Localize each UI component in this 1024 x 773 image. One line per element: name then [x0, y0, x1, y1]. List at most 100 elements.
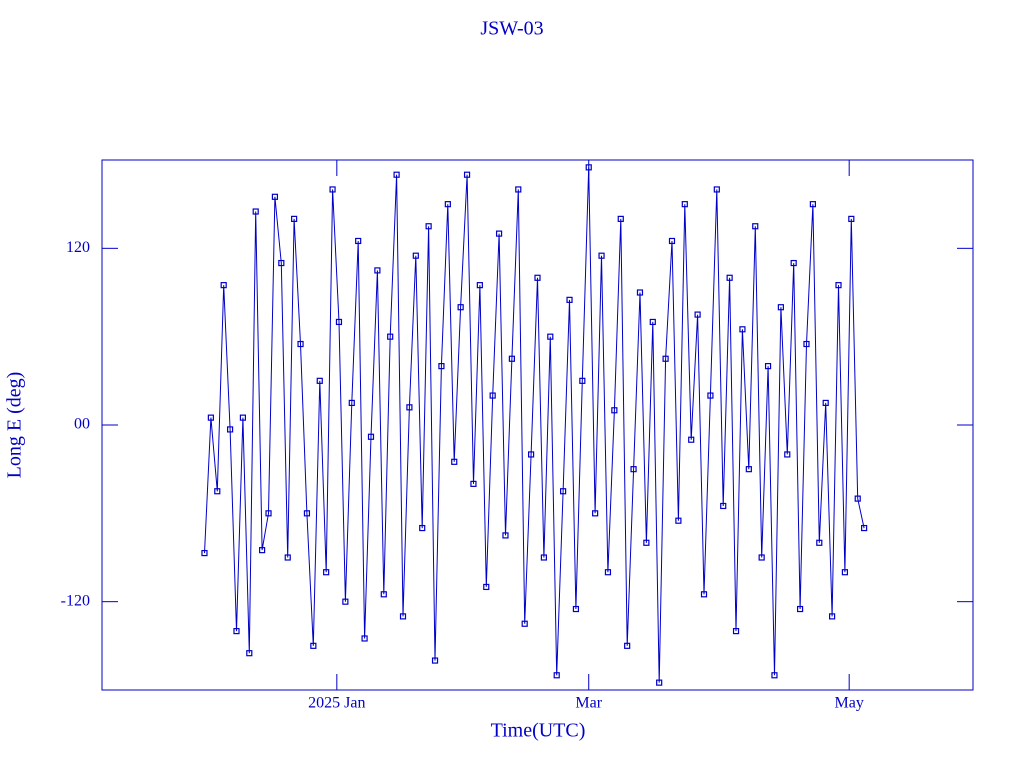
- point: [777, 304, 784, 311]
- point: [784, 451, 791, 458]
- point: [745, 466, 752, 473]
- point: [668, 237, 676, 245]
- point: [771, 672, 778, 679]
- point: [374, 267, 381, 274]
- point: [226, 426, 234, 433]
- point: [463, 171, 471, 178]
- point: [406, 404, 413, 411]
- point: [431, 657, 439, 664]
- point: [592, 510, 599, 517]
- point: [848, 215, 855, 222]
- point: [566, 296, 573, 303]
- point: [239, 414, 246, 421]
- point: [297, 340, 304, 348]
- point: [233, 628, 240, 635]
- point: [585, 164, 592, 171]
- point: [355, 237, 362, 245]
- point: [643, 539, 650, 546]
- point: [816, 539, 823, 546]
- point: [572, 605, 580, 613]
- point: [841, 569, 849, 576]
- point: [534, 274, 541, 281]
- point: [553, 672, 560, 679]
- point: [854, 495, 861, 502]
- point: [560, 488, 567, 495]
- point: [624, 642, 631, 649]
- point: [547, 333, 554, 340]
- point: [335, 318, 343, 326]
- x-tick-label: May: [835, 695, 864, 712]
- point: [444, 201, 451, 208]
- point: [207, 414, 214, 421]
- point: [220, 282, 227, 289]
- point: [726, 274, 733, 281]
- point: [656, 679, 663, 686]
- point: [861, 524, 868, 532]
- point: [790, 259, 797, 267]
- point: [489, 392, 496, 399]
- point: [278, 259, 285, 267]
- point: [419, 524, 426, 532]
- point: [508, 355, 515, 362]
- point: [470, 480, 477, 487]
- point: [246, 650, 253, 657]
- plot-frame: [101, 159, 974, 691]
- point: [579, 377, 586, 384]
- point: [636, 289, 644, 296]
- point: [291, 215, 298, 222]
- point: [707, 392, 714, 399]
- point: [438, 363, 445, 370]
- y-tick-label: 00: [74, 416, 90, 433]
- point: [271, 193, 279, 200]
- point: [380, 591, 387, 598]
- plot-area: [201, 164, 868, 686]
- point: [822, 399, 829, 407]
- chart-title: JSW-03: [480, 18, 543, 40]
- point: [688, 436, 695, 443]
- point: [598, 252, 605, 259]
- point: [412, 252, 419, 259]
- y-axis-label: Long E (deg): [4, 372, 26, 479]
- point: [387, 333, 394, 340]
- point: [310, 642, 317, 649]
- point: [476, 282, 483, 289]
- point: [201, 549, 208, 557]
- point: [265, 510, 272, 517]
- point: [495, 230, 503, 237]
- point: [611, 407, 618, 414]
- point: [700, 591, 708, 598]
- point: [316, 377, 323, 384]
- point: [630, 466, 637, 473]
- point: [604, 569, 612, 576]
- point: [252, 208, 259, 215]
- point: [720, 502, 727, 510]
- point: [515, 186, 522, 193]
- point: [393, 171, 400, 178]
- point: [284, 554, 291, 561]
- point: [521, 620, 528, 627]
- point: [681, 201, 688, 208]
- point: [675, 517, 682, 524]
- x-tick-label: Mar: [575, 695, 602, 712]
- point: [764, 363, 772, 370]
- point: [527, 451, 535, 458]
- y-tick-label: -120: [61, 592, 90, 609]
- point: [457, 304, 464, 311]
- point: [323, 569, 330, 576]
- point: [502, 532, 509, 539]
- point: [361, 635, 368, 642]
- y-tick-label: 120: [66, 239, 90, 256]
- point: [662, 355, 669, 362]
- x-axis-label: Time(UTC): [491, 720, 586, 742]
- point: [835, 282, 842, 289]
- point: [540, 554, 548, 561]
- series-line: [204, 167, 865, 683]
- point: [425, 223, 432, 230]
- point: [303, 510, 311, 517]
- point: [342, 598, 349, 605]
- point: [796, 605, 804, 613]
- point: [758, 554, 765, 561]
- point: [348, 399, 355, 407]
